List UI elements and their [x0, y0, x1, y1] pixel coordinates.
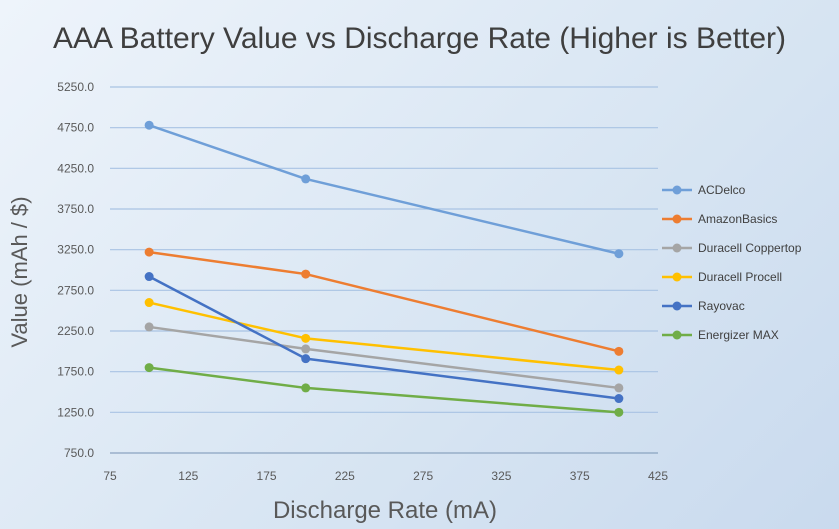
y-axis-label: Value (mAh / $)	[7, 196, 32, 347]
y-tick-label: 750.0	[64, 446, 94, 460]
series-line-duracell-coppertop	[148, 325, 620, 390]
legend: ACDelco AmazonBasics Duracell Coppertop Dur…	[662, 183, 802, 342]
y-tick-label: 2750.0	[57, 283, 94, 297]
series-layer	[144, 120, 624, 417]
data-point	[301, 383, 311, 393]
data-point	[144, 298, 154, 308]
y-tick-label: 5250.0	[57, 80, 94, 94]
x-tick-label: 325	[491, 469, 511, 483]
data-point	[614, 383, 624, 393]
y-tick-label: 4750.0	[57, 121, 94, 135]
x-tick-label: 375	[570, 469, 590, 483]
data-point	[301, 174, 311, 184]
y-tick-label: 4250.0	[57, 161, 94, 175]
legend-label: Rayovac	[698, 299, 745, 313]
x-tick-label: 225	[335, 469, 355, 483]
data-point	[301, 333, 311, 343]
data-point	[144, 120, 154, 130]
legend-label: Duracell Procell	[698, 270, 782, 284]
data-point	[144, 322, 154, 332]
data-point	[614, 249, 624, 259]
x-tick-label: 425	[648, 469, 668, 483]
data-point	[614, 365, 624, 375]
data-point	[614, 346, 624, 356]
grid-layer	[110, 86, 658, 454]
data-point	[144, 247, 154, 257]
y-tick-label: 1750.0	[57, 365, 94, 379]
x-axis-label: Discharge Rate (mA)	[273, 497, 497, 524]
data-point	[301, 344, 311, 354]
data-point	[301, 354, 311, 364]
y-tick-label: 3250.0	[57, 243, 94, 257]
axis-layer: 750.0 1250.0 1750.0 2250.0 2750.0 3250.0 3750.…	[57, 80, 668, 483]
x-tick-label: 275	[413, 469, 433, 483]
data-point	[144, 272, 154, 282]
legend-swatch-marker	[672, 330, 682, 340]
x-tick-label: 175	[257, 469, 277, 483]
y-tick-label: 2250.0	[57, 324, 94, 338]
legend-label: Energizer MAX	[698, 328, 779, 342]
y-tick-label: 3750.0	[57, 202, 94, 216]
data-point	[301, 269, 311, 279]
legend-swatch-marker	[672, 185, 682, 195]
x-tick-label: 75	[103, 469, 117, 483]
chart-title: AAA Battery Value vs Discharge Rate (Hig…	[52, 22, 787, 55]
legend-swatch-marker	[672, 272, 682, 282]
legend-swatch-marker	[672, 214, 682, 224]
legend-swatch-marker	[672, 243, 682, 253]
legend-swatch-marker	[672, 301, 682, 311]
legend-label: ACDelco	[698, 183, 746, 197]
legend-label: AmazonBasics	[698, 212, 777, 226]
y-tick-label: 1250.0	[57, 405, 94, 419]
legend-label: Duracell Coppertop	[698, 241, 802, 255]
data-point	[614, 407, 624, 417]
x-tick-label: 125	[178, 469, 198, 483]
series-line-acdelco	[148, 124, 620, 255]
data-point	[144, 363, 154, 373]
data-point	[614, 394, 624, 404]
